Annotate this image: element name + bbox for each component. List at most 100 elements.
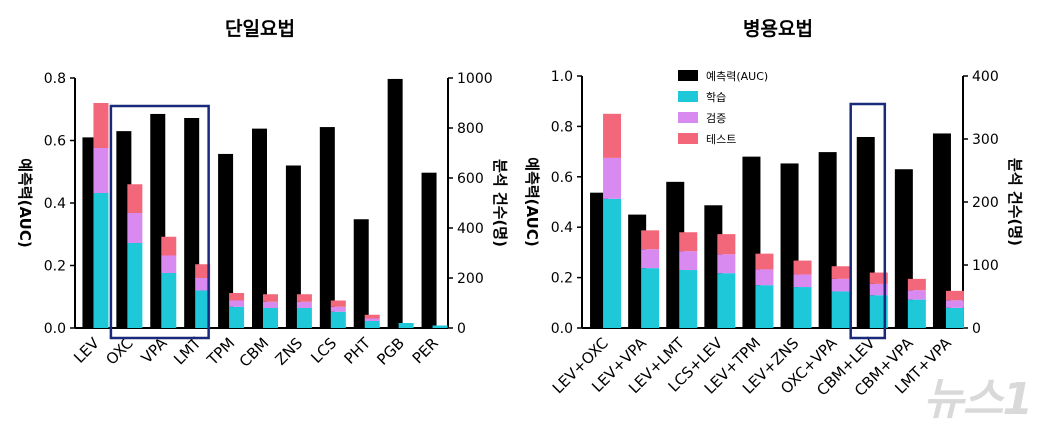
validation-count-bar — [296, 301, 312, 308]
test-count-bar — [831, 266, 850, 279]
validation-count-bar — [263, 301, 278, 308]
y-tick-label: 0.0 — [551, 321, 573, 337]
x-tick-label: PGB — [373, 334, 408, 369]
validation-count-bar — [161, 255, 177, 273]
legend-label: 테스트 — [706, 133, 736, 146]
y-tick-label: 0.0 — [44, 321, 66, 337]
auc-bar — [285, 165, 301, 328]
legend-swatch — [678, 91, 698, 102]
train-count-bar — [945, 307, 964, 328]
train-count-bar — [831, 291, 850, 328]
y-tick-label: 0.6 — [551, 170, 573, 186]
validation-count-bar — [93, 148, 109, 193]
chart-panel-monotherapy: 단일요법 0.0 0.2 0.4 0.6 0.8 0 200 400 600 800 1000 예측력(… — [16, 18, 509, 371]
validation-count-bar — [945, 300, 964, 308]
train-count-bar — [263, 308, 278, 328]
test-count-bar — [793, 260, 812, 275]
test-count-bar — [907, 278, 926, 291]
train-count-bar — [755, 285, 774, 328]
train-count-bar — [364, 321, 380, 328]
auc-bar — [932, 133, 951, 328]
train-count-bar — [641, 268, 660, 328]
y2-tick-label: 1000 — [457, 71, 493, 87]
y2-tick-label: 800 — [457, 121, 484, 137]
auc-bar — [353, 219, 369, 328]
test-count-bar — [296, 294, 312, 302]
validation-count-bar — [330, 306, 346, 312]
y-tick-label: 0.2 — [551, 271, 573, 287]
auc-bar — [218, 153, 234, 328]
test-count-bar — [717, 234, 736, 255]
auc-bar — [252, 128, 267, 328]
y2-tick-label: 400 — [972, 69, 999, 85]
train-count-bar — [717, 273, 736, 328]
y-tick-label: 0.6 — [44, 134, 66, 150]
y2-tick-label: 200 — [457, 271, 484, 287]
x-tick-label: LEV — [70, 334, 103, 367]
x-tick-label: PER — [409, 334, 442, 367]
x-tick-label: ZNS — [272, 334, 307, 369]
legend-swatch — [678, 70, 698, 81]
validation-count-bar — [364, 318, 380, 321]
train-count-bar — [679, 270, 698, 328]
legend-swatch — [678, 133, 698, 144]
validation-count-bar — [907, 290, 926, 300]
chart-title: 병용요법 — [743, 18, 813, 40]
y2-tick-label: 400 — [457, 221, 484, 237]
y-tick-label: 0.8 — [44, 71, 66, 87]
train-count-bar — [195, 290, 211, 328]
train-count-bar — [907, 299, 926, 328]
y-axis-label: 예측력(AUC) — [523, 157, 541, 246]
test-count-bar — [127, 184, 143, 213]
legend-swatch — [678, 112, 698, 123]
test-count-bar — [945, 290, 964, 301]
x-tick-label: TPM — [203, 334, 238, 369]
chart-title: 단일요법 — [225, 18, 295, 40]
test-count-bar — [229, 293, 245, 301]
validation-count-bar — [603, 157, 622, 199]
y2-tick-label: 600 — [457, 171, 484, 187]
test-count-bar — [869, 272, 888, 284]
train-count-bar — [296, 308, 312, 328]
y2-tick-label: 200 — [972, 195, 999, 211]
train-count-bar — [161, 273, 177, 328]
legend-label: 학습 — [706, 91, 726, 104]
highlight-box — [849, 102, 887, 340]
train-count-bar — [330, 311, 346, 328]
y-axis-label: 예측력(AUC) — [16, 158, 34, 247]
highlight-box — [109, 104, 210, 340]
test-count-bar — [161, 236, 177, 256]
y-tick-label: 0.2 — [44, 259, 66, 275]
test-count-bar — [679, 232, 698, 252]
validation-count-bar — [793, 274, 812, 288]
y2-tick-label: 0 — [457, 321, 466, 337]
y2-tick-label: 100 — [972, 258, 999, 274]
chart-panel-combination: 병용요법 0.0 0.2 0.4 0.6 0.8 1.0 0 100 200 300 400 예측력(A… — [523, 18, 1024, 400]
y-tick-label: 0.8 — [551, 119, 573, 135]
y-tick-label: 1.0 — [551, 69, 573, 85]
train-count-bar — [398, 323, 414, 328]
test-count-bar — [641, 230, 660, 250]
train-count-bar — [127, 243, 143, 328]
train-count-bar — [93, 193, 109, 328]
test-count-bar — [263, 294, 278, 302]
y2-axis-label: 분석 건수(명) — [1006, 158, 1024, 246]
train-count-bar — [793, 287, 812, 328]
legend-label: 예측력(AUC) — [706, 70, 768, 83]
test-count-bar — [364, 314, 380, 319]
validation-count-bar — [831, 278, 850, 292]
validation-count-bar — [755, 269, 774, 286]
x-tick-label: PHT — [340, 334, 374, 368]
train-count-bar — [603, 198, 622, 328]
test-count-bar — [195, 264, 211, 278]
validation-count-bar — [679, 251, 698, 271]
y2-tick-label: 0 — [972, 321, 981, 337]
legend-label: 검증 — [706, 112, 726, 125]
x-tick-label: LCS — [307, 334, 340, 367]
validation-count-bar — [229, 300, 245, 307]
test-count-bar — [755, 253, 774, 270]
validation-count-bar — [127, 213, 143, 243]
train-count-bar — [229, 306, 245, 328]
test-count-bar — [93, 103, 109, 148]
